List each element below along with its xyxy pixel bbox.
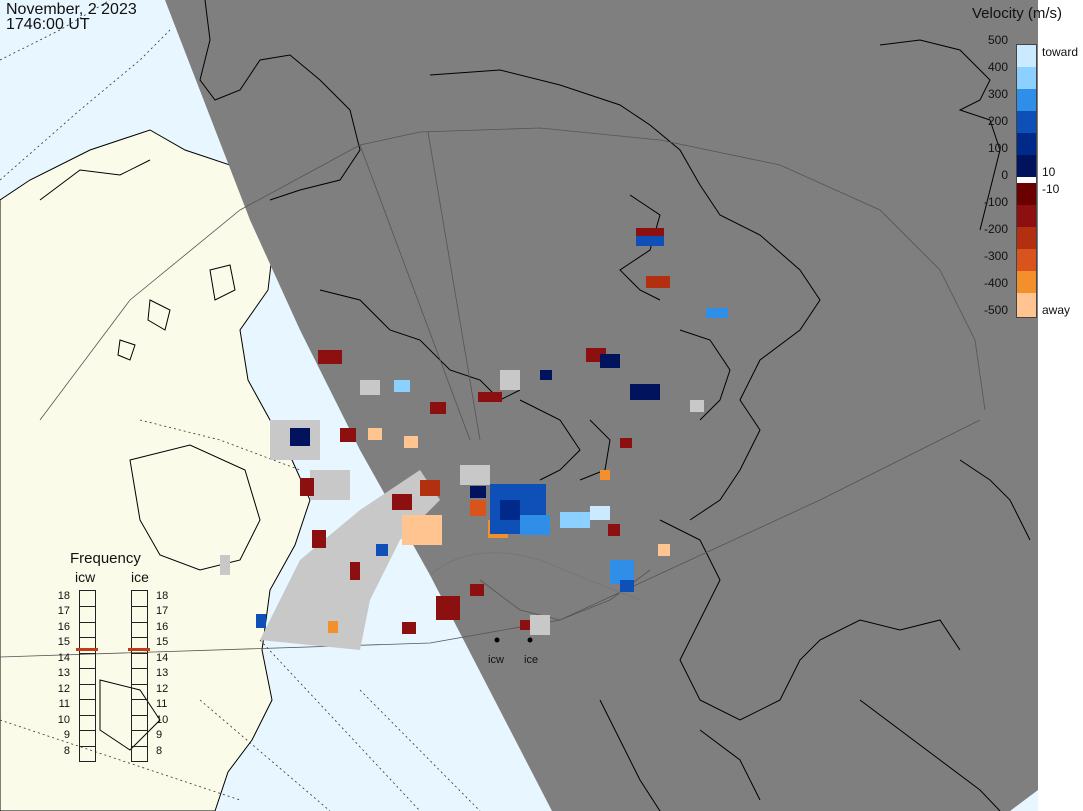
day-coastlines <box>39 159 236 751</box>
frequency-title: Frequency <box>70 550 141 567</box>
freq-tick-label: 9 <box>63 729 70 742</box>
date-label: November, 2 2023 <box>6 1 137 18</box>
freq-col-ice-label: ice <box>131 569 149 585</box>
freq-cell <box>80 699 95 714</box>
cbar-seg-a2 <box>1017 205 1036 227</box>
freq-cell <box>132 621 147 637</box>
freq-cell <box>80 730 95 745</box>
freq-col-icw-label: icw <box>75 569 96 585</box>
cbar-seg-a1 <box>1017 183 1036 205</box>
freq-cell <box>132 683 147 699</box>
freq-scale-icw <box>79 590 96 762</box>
freq-cell <box>80 714 95 730</box>
freq-tick-label: 17 <box>57 605 70 618</box>
cbar-seg-t6 <box>1017 155 1036 177</box>
freq-cell <box>80 621 95 637</box>
cbar-tick: 100 <box>987 141 1008 155</box>
toward-label: toward <box>1042 45 1079 59</box>
freq-tick-label: 12 <box>156 682 169 695</box>
cbar-seg-t5 <box>1017 133 1036 155</box>
freq-tick-label: 13 <box>57 667 70 680</box>
freq-tick-label: 10 <box>156 713 169 726</box>
cbar-tick: 0 <box>1001 168 1008 182</box>
freq-tick-label: 16 <box>156 620 169 633</box>
freq-tick-label: 13 <box>156 667 169 680</box>
freq-cell <box>132 745 147 761</box>
freq-tick-label: 8 <box>156 744 163 757</box>
cbar-seg-t4 <box>1017 111 1036 133</box>
cbar-tick: -400 <box>983 276 1008 290</box>
day-grid <box>0 0 481 811</box>
inner-neg-label: -10 <box>1042 182 1060 196</box>
cbar-seg-zero <box>1017 177 1036 183</box>
freq-cell <box>132 714 147 730</box>
freq-cell <box>80 591 95 606</box>
cbar-tick: 500 <box>987 33 1008 47</box>
night-coastlines <box>199 0 1031 811</box>
freq-cell <box>80 606 95 621</box>
freq-marker <box>76 647 98 651</box>
velocity-toward-cells <box>256 236 728 628</box>
freq-tick-label: 11 <box>58 698 70 711</box>
freq-tick-label: 18 <box>57 590 70 602</box>
station-label-icw: icw <box>488 654 504 666</box>
freq-cell <box>80 683 95 699</box>
freq-cell <box>80 745 95 761</box>
radar-fov <box>429 552 641 601</box>
time-label: 1746:00 UT <box>6 16 90 33</box>
freq-tick-label: 8 <box>63 744 70 757</box>
cbar-seg-a4 <box>1017 249 1036 271</box>
freq-tick-label: 11 <box>156 698 168 711</box>
freq-cell <box>132 591 147 606</box>
station-markers <box>494 637 533 643</box>
freq-tick-label: 16 <box>57 620 70 633</box>
cbar-tick: -200 <box>983 222 1008 236</box>
freq-tick-label: 9 <box>156 729 163 742</box>
freq-tick-label: 18 <box>156 590 169 602</box>
freq-tick-label: 14 <box>156 651 169 664</box>
freq-cell <box>132 699 147 714</box>
freq-tick-label: 17 <box>156 605 169 618</box>
station-label-ice: ice <box>524 654 539 666</box>
cbar-tick: -500 <box>983 303 1008 317</box>
freq-tick-label: 12 <box>57 682 70 695</box>
cbar-seg-a3 <box>1017 227 1036 249</box>
freq-tick-label: 10 <box>57 713 70 726</box>
cbar-seg-a6 <box>1017 293 1036 317</box>
cbar-tick: -100 <box>983 195 1008 209</box>
freq-cell <box>132 652 147 668</box>
freq-marker <box>128 647 150 651</box>
inner-pos-label: 10 <box>1042 165 1056 179</box>
freq-cell <box>132 730 147 745</box>
cbar-tick: 300 <box>987 87 1008 101</box>
freq-cell <box>80 637 95 652</box>
cbar-seg-t2 <box>1017 67 1036 89</box>
cbar-seg-t1 <box>1017 45 1036 67</box>
freq-cell <box>132 606 147 621</box>
freq-tick-label: 14 <box>57 651 70 664</box>
freq-tick-label: 15 <box>156 636 169 649</box>
freq-cell <box>132 637 147 652</box>
freq-tick-label: 15 <box>57 636 70 649</box>
cbar-seg-t3 <box>1017 89 1036 111</box>
day-land-island <box>129 444 261 571</box>
right-margin <box>1038 0 1083 811</box>
freq-cell <box>80 668 95 683</box>
cbar-seg-a5 <box>1017 271 1036 293</box>
night-side <box>165 0 1038 811</box>
freq-cell <box>132 668 147 683</box>
ground-scatter <box>220 370 704 650</box>
freq-cell <box>80 652 95 668</box>
cbar-tick: 400 <box>987 60 1008 74</box>
velocity-colorbar <box>1016 44 1037 318</box>
colorbar-title: Velocity (m/s) <box>972 5 1063 22</box>
away-label: away <box>1042 303 1071 317</box>
freq-scale-ice <box>131 590 148 762</box>
cbar-tick: -300 <box>983 249 1008 263</box>
cbar-tick: 200 <box>987 114 1008 128</box>
